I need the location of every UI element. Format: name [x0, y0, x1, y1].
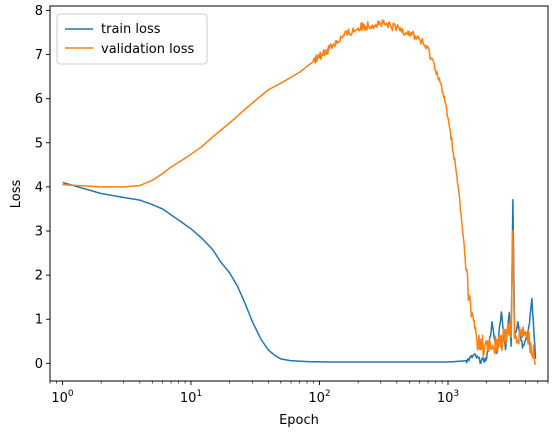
x-tick-label: 102 [308, 389, 330, 406]
x-axis-ticks: 100 101 102 103 [49, 381, 549, 406]
plot-area-frame [49, 5, 549, 382]
y-axis-label: Loss [9, 180, 24, 209]
legend: train loss validation loss [56, 13, 208, 65]
series-line-train-loss [62, 181, 537, 365]
y-tick-label: 2 [35, 269, 43, 284]
y-tick-label: 3 [35, 225, 43, 240]
legend-box [56, 13, 208, 65]
y-tick-label: 4 [35, 180, 43, 195]
legend-label-validation-loss: validation loss [101, 42, 194, 57]
y-tick-label: 5 [35, 136, 43, 151]
y-tick-label: 0 [35, 357, 43, 372]
series-line-validation-loss [62, 19, 537, 365]
legend-label-train-loss: train loss [101, 22, 161, 37]
y-tick-label: 7 [35, 48, 43, 63]
x-axis-label: Epoch [279, 413, 319, 428]
x-tick-label: 101 [180, 389, 202, 406]
y-tick-label: 8 [35, 4, 43, 19]
y-tick-label: 1 [35, 313, 43, 328]
x-tick-label: 100 [51, 389, 74, 406]
plot-lines [62, 19, 537, 365]
x-tick-label: 103 [437, 389, 459, 406]
y-axis-ticks: 0 1 2 3 4 5 6 7 8 [35, 4, 50, 372]
y-tick-label: 6 [35, 92, 43, 107]
